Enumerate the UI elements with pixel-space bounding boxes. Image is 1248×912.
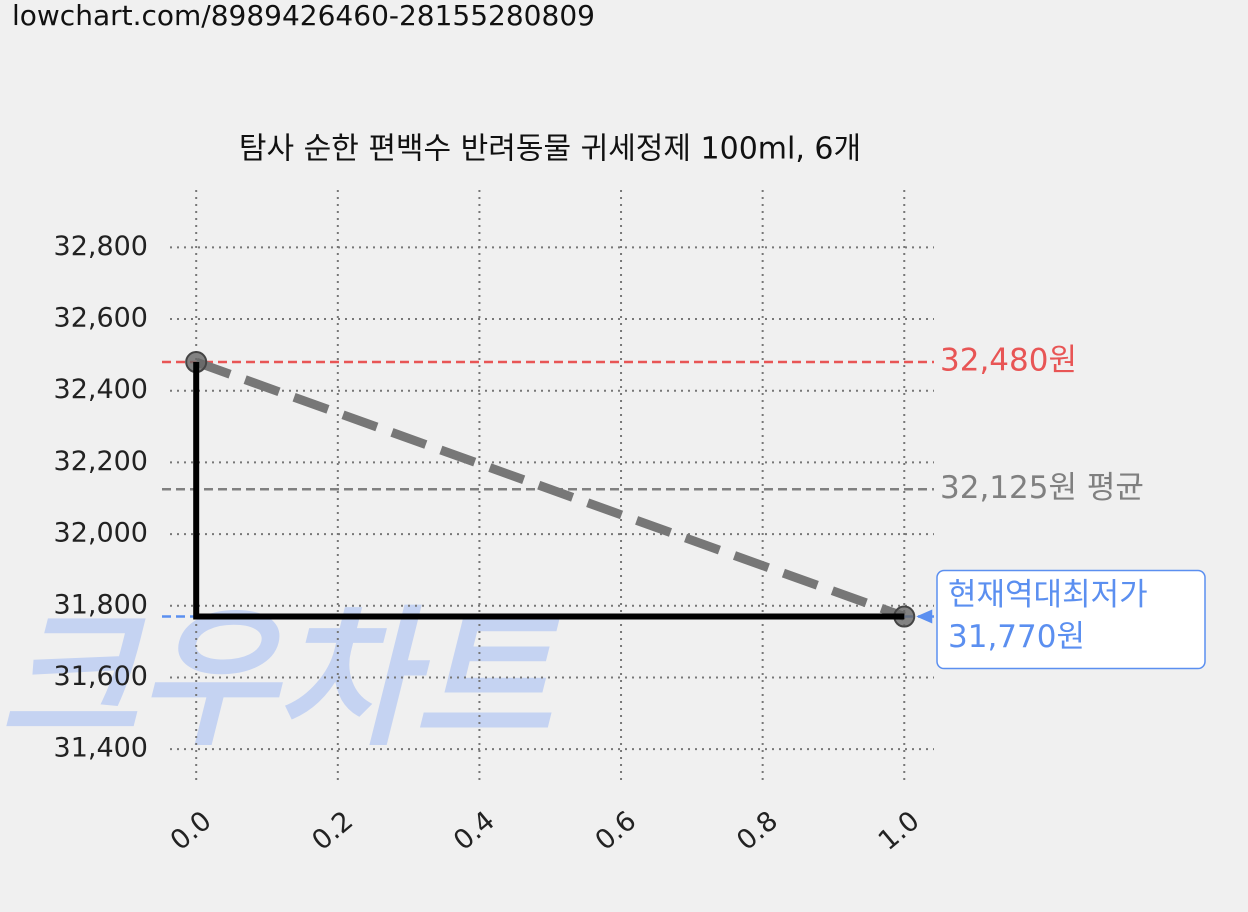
y-tick-label: 32,400 — [54, 374, 148, 405]
annotation-note: 현재역대최저가 — [948, 577, 1148, 613]
watermark: 크우차트 — [0, 593, 561, 767]
annotation-box — [936, 569, 1206, 670]
x-tick-label: 0.0 — [165, 805, 218, 856]
y-tick-label: 31,800 — [54, 589, 148, 620]
y-tick-label: 32,600 — [54, 303, 148, 334]
x-tick-label: 0.6 — [590, 805, 643, 856]
series-line — [193, 362, 905, 620]
y-tick-label: 32,200 — [54, 446, 148, 477]
x-tick-label: 1.0 — [873, 805, 926, 856]
chart-title: 탐사 순한 편백수 반려동물 귀세정제 100ml, 6개 — [239, 132, 861, 167]
x-tick-label: 0.2 — [306, 805, 359, 856]
reference-label: 32,480원 — [940, 343, 1077, 379]
series-line — [194, 357, 906, 621]
y-tick-label: 32,000 — [54, 518, 148, 549]
x-tick-label: 0.4 — [448, 805, 501, 856]
annotation-arrow — [916, 609, 933, 624]
y-tick-label: 31,400 — [54, 733, 148, 764]
reference-label: 32,125원 평균 — [940, 470, 1144, 506]
annotation-label: 31,770원 — [948, 619, 1085, 655]
x-tick-label: 0.8 — [731, 805, 784, 856]
url: lowchart.com/8989426460-28155280809 — [12, 0, 595, 32]
y-tick-label: 31,600 — [54, 661, 148, 692]
y-tick-label: 32,800 — [54, 231, 148, 262]
